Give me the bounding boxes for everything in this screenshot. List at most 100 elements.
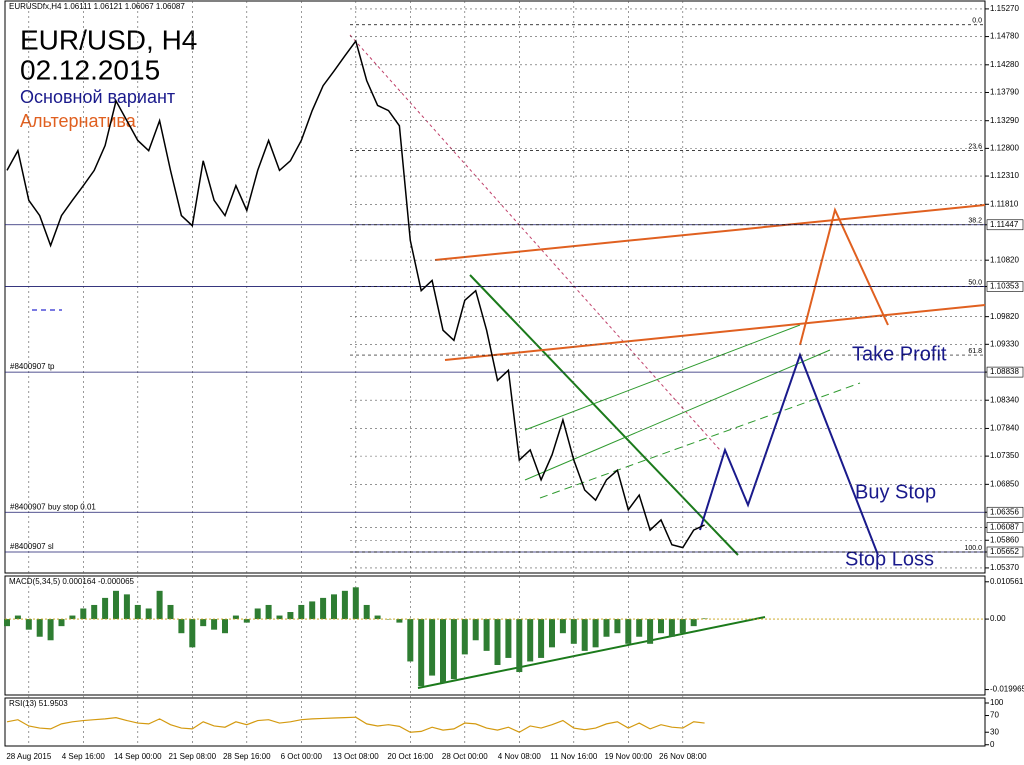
x-tick-label: 13 Oct 08:00: [333, 752, 379, 761]
macd-bar: [189, 619, 196, 648]
fibo-label: 0.0: [972, 18, 982, 25]
macd-bar: [701, 618, 708, 620]
macd-bar: [592, 619, 599, 648]
x-tick-label: 4 Nov 08:00: [498, 752, 542, 761]
macd-bar: [287, 612, 294, 620]
macd-bar: [658, 619, 664, 634]
channel-line: [539, 382, 861, 499]
macd-bar: [647, 619, 654, 644]
x-tick-label: 19 Nov 00:00: [605, 752, 653, 761]
x-tick-label: 28 Sep 16:00: [223, 752, 271, 761]
macd-bar: [690, 619, 697, 627]
macd-bar: [265, 604, 272, 620]
macd-bar: [472, 619, 479, 641]
macd-bar: [80, 608, 87, 620]
price-box: [986, 219, 1024, 231]
macd-bar: [679, 619, 686, 634]
macd-bar: [396, 619, 403, 623]
macd-bar: [363, 604, 370, 620]
macd-bar: [14, 615, 21, 620]
macd-bar: [516, 619, 523, 673]
y-tick-label: 1.11810: [990, 199, 1019, 208]
y-tick-label: 1.15270: [990, 4, 1019, 13]
chart-title: EUR/USD, H4: [20, 24, 197, 55]
macd-bar: [385, 619, 392, 620]
main-scenario: Основной вариант: [20, 87, 175, 107]
x-tick-label: 28 Aug 2015: [6, 752, 51, 761]
fibo-trend: [349, 34, 721, 451]
x-tick-label: 4 Sep 16:00: [62, 752, 106, 761]
series-line: [6, 716, 705, 733]
y-tick-label: -0.019965: [990, 685, 1024, 694]
annotation: Buy Stop: [855, 481, 936, 503]
y-tick-label: 70: [990, 711, 999, 720]
y-tick-label: 1.10353: [990, 282, 1019, 291]
y-tick-label: 0.010561: [990, 577, 1024, 586]
fibo-label: 38.2: [968, 218, 982, 225]
macd-bar: [145, 608, 152, 620]
y-tick-label: 1.14780: [990, 32, 1019, 41]
annotation: Take Profit: [852, 343, 947, 365]
alt-scenario: Альтернатива: [20, 111, 137, 131]
y-tick-label: 1.09820: [990, 312, 1019, 321]
macd-pane: [4, 575, 986, 696]
macd-bar: [407, 619, 414, 662]
main-path: [699, 352, 879, 556]
macd-bar: [167, 604, 174, 620]
macd-bar: [232, 615, 239, 620]
fibo-label: 100.0: [964, 545, 982, 552]
price-box: [986, 546, 1024, 558]
orange-channel: [444, 304, 986, 361]
macd-title: MACD(5,34,5) 0.000164 -0.000065: [9, 577, 135, 586]
channel-line: [524, 324, 801, 431]
drawings: [32, 34, 986, 689]
x-tick-label: 6 Oct 00:00: [281, 752, 323, 761]
macd-bar: [418, 619, 425, 687]
macd-bar: [4, 619, 10, 627]
macd-bar: [134, 604, 141, 620]
macd-trendline: [417, 616, 766, 689]
rsi-pane: [4, 697, 986, 747]
x-tick-label: 14 Sep 00:00: [114, 752, 162, 761]
macd-bar: [440, 619, 446, 683]
y-tick-label: 1.05370: [990, 563, 1019, 572]
y-tick-label: 30: [990, 727, 999, 736]
macd-bar: [36, 619, 43, 637]
macd-bar: [374, 615, 381, 620]
y-tick-label: 1.06087: [990, 523, 1019, 532]
macd-bar: [429, 619, 436, 676]
y-tick-label: 1.10820: [990, 255, 1019, 264]
macd-bar: [200, 619, 207, 627]
macd-bar: [91, 604, 98, 620]
alt-path: [799, 207, 889, 346]
macd-bar: [276, 615, 283, 620]
y-tick-label: 1.12310: [990, 171, 1019, 180]
y-tick-label: 1.11447: [990, 220, 1019, 229]
macd-bar: [298, 604, 305, 620]
header: EURUSDfx,H4 1.06111 1.06121 1.06067 1.06…: [9, 2, 185, 11]
y-tick-label: 1.08340: [990, 395, 1019, 404]
macd-bar: [102, 597, 109, 620]
y-tick-label: 1.08838: [990, 367, 1019, 376]
y-tick-label: 0.00: [990, 614, 1006, 623]
macd-bar: [505, 619, 512, 658]
macd-bar: [538, 619, 545, 658]
macd-bar: [243, 619, 250, 623]
macd-bar: [581, 619, 588, 651]
macd-bar: [527, 619, 534, 662]
annotation: Stop Loss: [845, 548, 934, 570]
macd-bar: [222, 619, 228, 634]
y-tick-label: 1.13290: [990, 116, 1019, 125]
y-tick-label: 1.06850: [990, 479, 1019, 488]
macd-bar: [254, 608, 261, 620]
y-tick-label: 1.14280: [990, 60, 1019, 69]
order-label: #8400907 buy stop 0.01: [10, 502, 96, 511]
macd-bar: [570, 619, 577, 644]
macd-bar: [69, 615, 76, 620]
macd-bar: [331, 594, 337, 620]
rsi-title: RSI(13) 51.9503: [9, 699, 68, 708]
macd-bar: [603, 619, 610, 637]
macd-bar: [614, 619, 621, 634]
macd-bar: [123, 594, 130, 620]
